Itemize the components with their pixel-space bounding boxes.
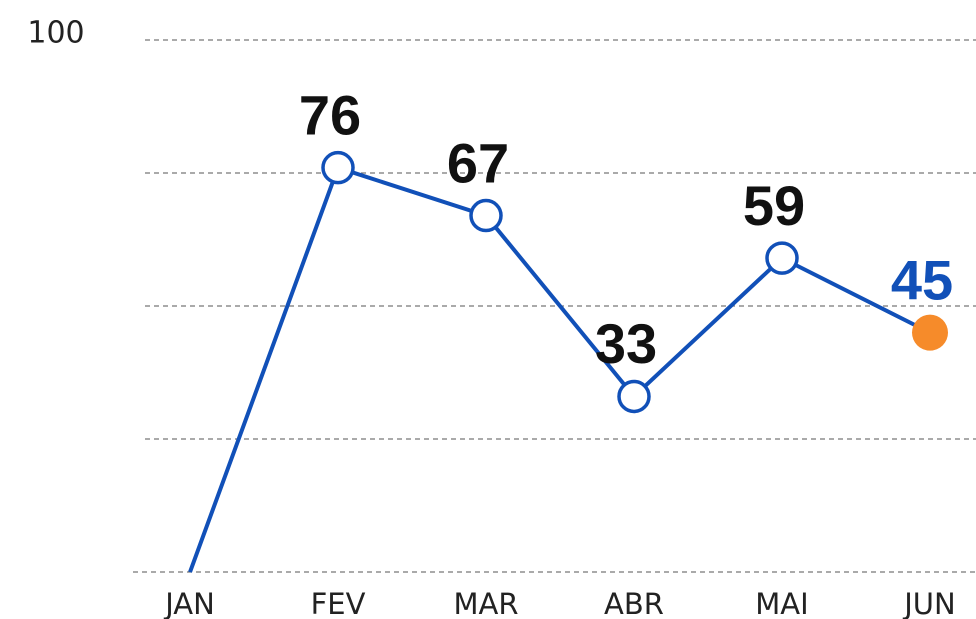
point — [912, 314, 948, 351]
y-tick-label: 100 — [27, 16, 84, 51]
data-label: 33 — [595, 312, 657, 375]
x-tick-label: ABR — [604, 587, 664, 619]
x-tick-label: JUN — [902, 587, 955, 619]
data-label: 67 — [447, 131, 509, 194]
x-tick-label: FEV — [311, 587, 366, 619]
data-label: 59 — [743, 174, 805, 237]
x-tick-label: JAN — [163, 587, 215, 619]
data-label: 76 — [299, 83, 361, 146]
x-tick-label: MAI — [755, 587, 808, 619]
point — [321, 150, 355, 185]
x-tick-label: MAR — [453, 587, 518, 619]
point — [765, 241, 799, 275]
point — [469, 198, 503, 233]
line — [188, 165, 931, 573]
data-label: 45 — [891, 248, 953, 311]
point — [617, 379, 651, 414]
